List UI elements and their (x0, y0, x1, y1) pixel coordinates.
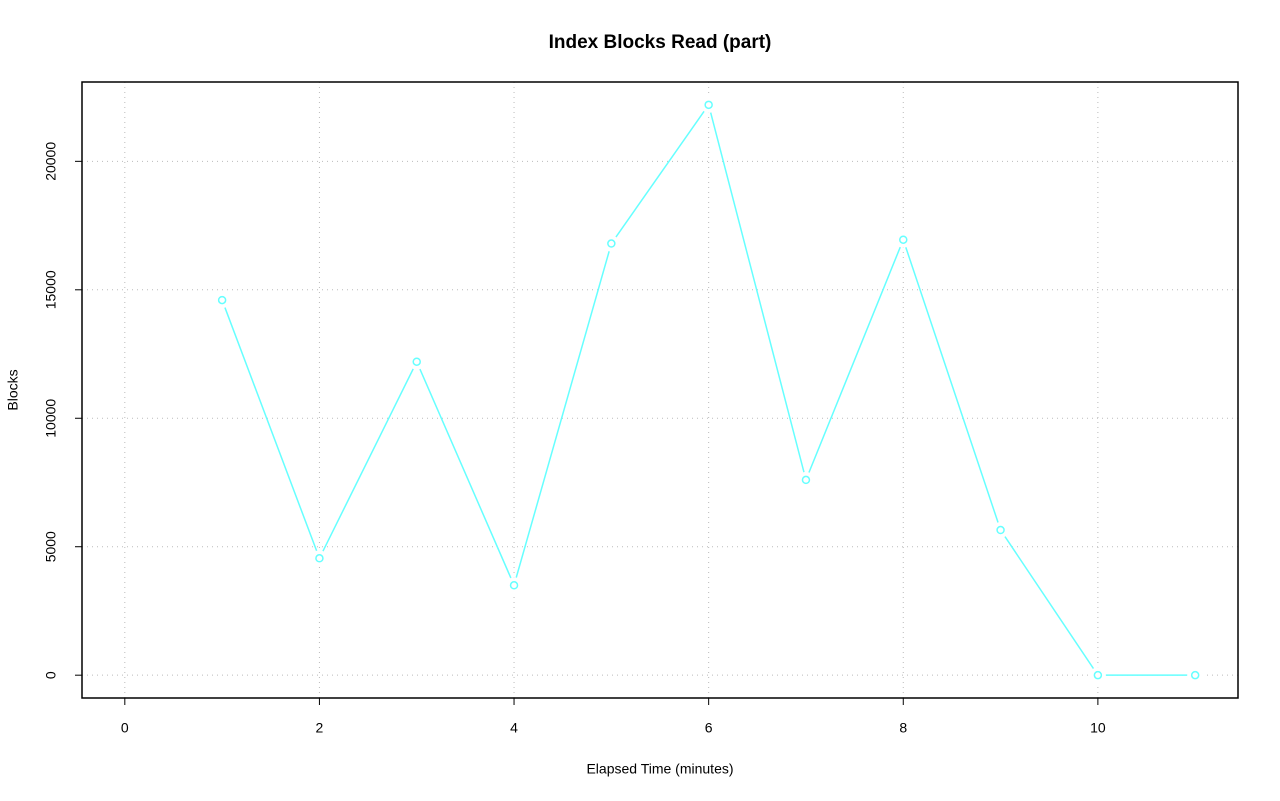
point-gap (1089, 667, 1106, 684)
point-gap (1187, 667, 1204, 684)
point (217, 295, 227, 305)
point-gap (992, 522, 1009, 539)
point-gap (700, 96, 717, 113)
x-tick-label: 4 (510, 720, 518, 736)
point-gap (895, 231, 912, 248)
point (1190, 670, 1200, 680)
point (899, 235, 908, 244)
y-tick-label: 5000 (43, 531, 59, 562)
point (801, 475, 811, 485)
y-tick-label: 15000 (43, 270, 59, 309)
point (509, 581, 519, 590)
chart-title: Index Blocks Read (part) (549, 32, 772, 53)
point (704, 100, 713, 110)
x-tick-label: 2 (316, 720, 324, 736)
x-tick-label: 6 (705, 720, 713, 736)
point-gap (214, 292, 231, 309)
x-tick-label: 0 (121, 720, 129, 736)
point (996, 525, 1005, 535)
point (412, 357, 421, 366)
point (607, 239, 616, 248)
point-gap (506, 577, 523, 594)
point-gap (797, 471, 814, 488)
plot-frame (81, 81, 1239, 699)
point (315, 554, 324, 563)
x-tick-label: 8 (899, 720, 907, 736)
y-tick-label: 10000 (43, 399, 59, 438)
y-axis-title: Blocks (5, 369, 21, 410)
point-gap (311, 550, 328, 567)
point-gap (603, 235, 620, 252)
x-axis-title: Elapsed Time (minutes) (586, 761, 733, 777)
point (1093, 670, 1103, 680)
point-gap (408, 353, 425, 370)
y-tick-label: 0 (43, 671, 59, 679)
x-tick-label: 10 (1090, 720, 1106, 736)
y-tick-label: 20000 (43, 142, 59, 181)
